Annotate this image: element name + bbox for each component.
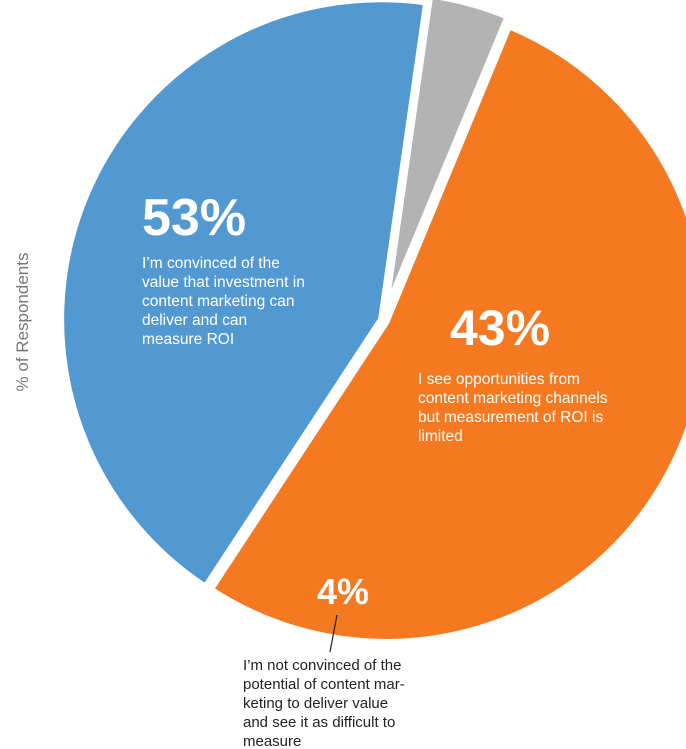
slice-value-label-1: 53% (142, 189, 246, 247)
pie-slices (58, 0, 686, 645)
slice-description-1: I’m convinced of the value that investmen… (142, 255, 305, 348)
pie-slice-3 (382, 0, 511, 316)
slice-labels: 53% I’m convinced of the value that invest… (142, 189, 608, 749)
slice-description-2: I see opportunities from content marketin… (418, 371, 608, 445)
pie-slice-2 (58, 0, 430, 590)
pie-slice-1 (207, 23, 686, 645)
y-axis-label: % of Respondents (13, 253, 32, 392)
callout-line-slice-3 (329, 614, 338, 653)
slice-value-label-3: 4% (317, 571, 369, 612)
slice-value-label-2: 43% (450, 300, 550, 356)
slice-description-3: I’m not convinced of the potential of con… (243, 657, 405, 749)
